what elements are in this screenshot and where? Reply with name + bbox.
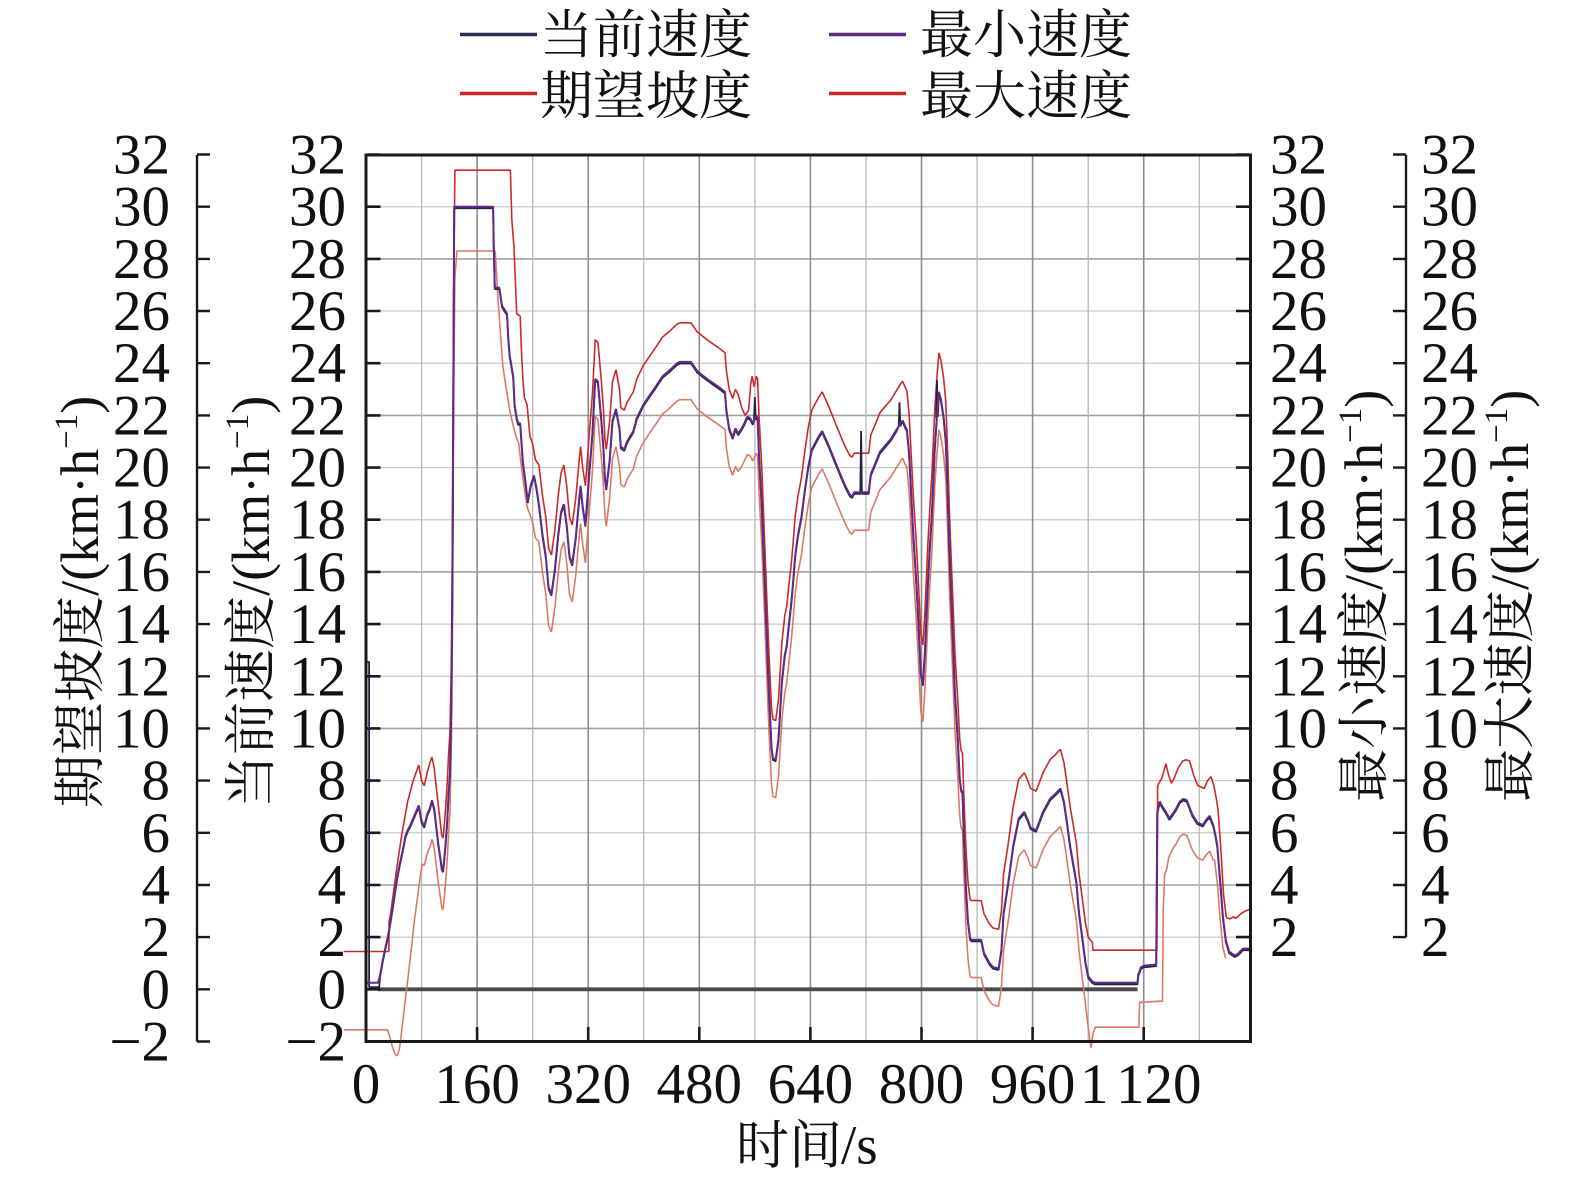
svg-text:2: 2 xyxy=(142,906,171,969)
svg-text:16: 16 xyxy=(1421,541,1478,604)
svg-text:24: 24 xyxy=(289,332,346,395)
svg-text:14: 14 xyxy=(1270,593,1327,656)
svg-text:28: 28 xyxy=(113,228,170,291)
svg-text:28: 28 xyxy=(1270,228,1327,291)
svg-text:26: 26 xyxy=(1270,280,1327,343)
svg-text:−2: −2 xyxy=(109,1011,170,1074)
svg-text:10: 10 xyxy=(289,697,346,760)
svg-text:800: 800 xyxy=(879,1053,965,1116)
svg-text:320: 320 xyxy=(545,1053,631,1116)
svg-text:22: 22 xyxy=(1421,384,1478,447)
svg-text:120: 120 xyxy=(1116,1053,1202,1116)
svg-text:12: 12 xyxy=(289,645,346,708)
svg-text:14: 14 xyxy=(1421,593,1478,656)
svg-text:24: 24 xyxy=(1270,332,1327,395)
svg-text:10: 10 xyxy=(113,697,170,760)
svg-text:30: 30 xyxy=(289,176,346,239)
svg-text:28: 28 xyxy=(289,228,346,291)
svg-text:2: 2 xyxy=(318,906,347,969)
svg-text:/(km·h−1): /(km·h−1) xyxy=(1333,390,1394,590)
svg-text:−2: −2 xyxy=(285,1011,346,1074)
svg-text:4: 4 xyxy=(142,854,171,917)
svg-text:4: 4 xyxy=(318,854,347,917)
svg-text:10: 10 xyxy=(1421,697,1478,760)
svg-text:16: 16 xyxy=(1270,541,1327,604)
svg-text:160: 160 xyxy=(434,1053,520,1116)
svg-text:22: 22 xyxy=(1270,384,1327,447)
svg-text:30: 30 xyxy=(113,176,170,239)
svg-text:2: 2 xyxy=(1421,906,1450,969)
svg-text:26: 26 xyxy=(113,280,170,343)
svg-text:6: 6 xyxy=(142,802,171,865)
svg-text:20: 20 xyxy=(1421,437,1478,500)
svg-text:/(km·h−1): /(km·h−1) xyxy=(1479,390,1540,590)
svg-text:10: 10 xyxy=(1270,697,1327,760)
svg-text:20: 20 xyxy=(1270,437,1327,500)
svg-text:0: 0 xyxy=(318,958,347,1021)
svg-text:24: 24 xyxy=(1421,332,1478,395)
svg-text:8: 8 xyxy=(1270,750,1299,813)
svg-text:30: 30 xyxy=(1270,176,1327,239)
svg-text:16: 16 xyxy=(289,541,346,604)
svg-text:18: 18 xyxy=(113,489,170,552)
svg-text:26: 26 xyxy=(1421,280,1478,343)
svg-text:4: 4 xyxy=(1270,854,1299,917)
svg-text:6: 6 xyxy=(318,802,347,865)
svg-text:0: 0 xyxy=(352,1053,381,1116)
svg-text:640: 640 xyxy=(768,1053,854,1116)
svg-text:12: 12 xyxy=(1421,645,1478,708)
svg-text:14: 14 xyxy=(289,593,346,656)
svg-text:20: 20 xyxy=(113,437,170,500)
svg-text:20: 20 xyxy=(289,437,346,500)
svg-text:12: 12 xyxy=(113,645,170,708)
svg-text:480: 480 xyxy=(657,1053,743,1116)
svg-text:32: 32 xyxy=(1421,124,1478,187)
svg-text:14: 14 xyxy=(113,593,170,656)
svg-text:22: 22 xyxy=(289,384,346,447)
svg-text:30: 30 xyxy=(1421,176,1478,239)
svg-text:32: 32 xyxy=(113,124,170,187)
svg-text:26: 26 xyxy=(289,280,346,343)
svg-text:22: 22 xyxy=(113,384,170,447)
svg-text:/(km·h−1): /(km·h−1) xyxy=(220,396,281,596)
svg-text:18: 18 xyxy=(1421,489,1478,552)
svg-text:/s: /s xyxy=(841,1115,878,1176)
svg-text:4: 4 xyxy=(1421,854,1450,917)
svg-text:24: 24 xyxy=(113,332,170,395)
svg-text:12: 12 xyxy=(1270,645,1327,708)
svg-text:32: 32 xyxy=(1270,124,1327,187)
svg-text:0: 0 xyxy=(142,958,171,1021)
svg-text:6: 6 xyxy=(1270,802,1299,865)
svg-text:18: 18 xyxy=(289,489,346,552)
svg-text:28: 28 xyxy=(1421,228,1478,291)
svg-text:16: 16 xyxy=(113,541,170,604)
svg-text:8: 8 xyxy=(1421,750,1450,813)
svg-text:8: 8 xyxy=(142,750,171,813)
svg-text:18: 18 xyxy=(1270,489,1327,552)
svg-text:2: 2 xyxy=(1270,906,1299,969)
svg-text:1: 1 xyxy=(1080,1053,1109,1116)
svg-text:6: 6 xyxy=(1421,802,1450,865)
svg-text:32: 32 xyxy=(289,124,346,187)
svg-text:960: 960 xyxy=(990,1053,1076,1116)
svg-text:8: 8 xyxy=(318,750,347,813)
